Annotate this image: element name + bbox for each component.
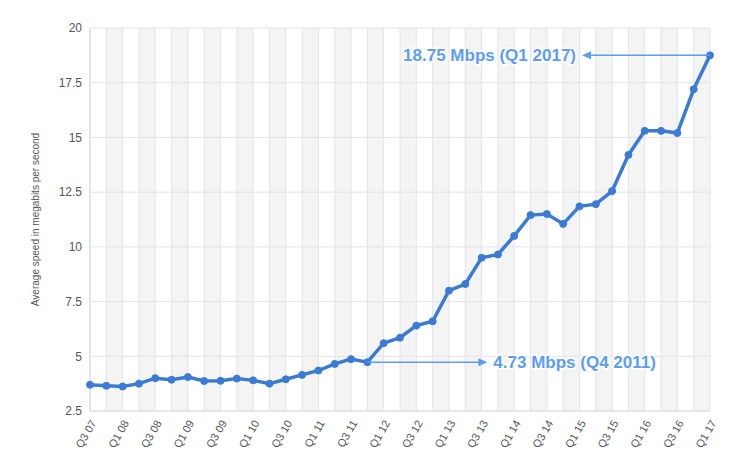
svg-text:Q1 08: Q1 08 — [106, 418, 131, 450]
svg-text:Q1 09: Q1 09 — [171, 418, 196, 450]
svg-text:2.5: 2.5 — [65, 404, 82, 418]
svg-text:20: 20 — [69, 21, 83, 35]
svg-text:Q1 17: Q1 17 — [693, 418, 718, 450]
svg-text:Q3 09: Q3 09 — [204, 418, 229, 450]
svg-text:Q1 11: Q1 11 — [302, 418, 327, 449]
svg-text:Average speed in megabits per: Average speed in megabits per second — [30, 133, 41, 306]
svg-text:10: 10 — [69, 240, 83, 254]
svg-text:Q3 11: Q3 11 — [335, 418, 360, 449]
svg-text:Q3 13: Q3 13 — [465, 418, 490, 450]
svg-text:4.73 Mbps (Q4 2011): 4.73 Mbps (Q4 2011) — [493, 353, 656, 372]
svg-text:Q3 15: Q3 15 — [595, 418, 620, 450]
svg-text:17.5: 17.5 — [59, 76, 83, 90]
svg-text:Q3 14: Q3 14 — [530, 418, 555, 450]
svg-text:Q1 10: Q1 10 — [236, 418, 261, 450]
svg-text:Q3 12: Q3 12 — [399, 418, 424, 450]
svg-text:Q3 07: Q3 07 — [73, 418, 98, 450]
svg-text:Q1 15: Q1 15 — [563, 418, 588, 450]
svg-text:7.5: 7.5 — [65, 295, 82, 309]
svg-text:Q3 10: Q3 10 — [269, 418, 294, 450]
svg-text:Q1 14: Q1 14 — [497, 418, 522, 450]
svg-text:Q3 16: Q3 16 — [660, 418, 685, 450]
svg-text:18.75 Mbps (Q1 2017): 18.75 Mbps (Q1 2017) — [403, 46, 576, 65]
svg-text:12.5: 12.5 — [59, 185, 83, 199]
svg-text:Q1 12: Q1 12 — [367, 418, 392, 450]
svg-text:Q1 13: Q1 13 — [432, 418, 457, 450]
svg-text:Q1 16: Q1 16 — [628, 418, 653, 450]
svg-text:5: 5 — [75, 350, 82, 364]
svg-text:15: 15 — [69, 131, 83, 145]
svg-text:Q3 08: Q3 08 — [138, 418, 163, 450]
